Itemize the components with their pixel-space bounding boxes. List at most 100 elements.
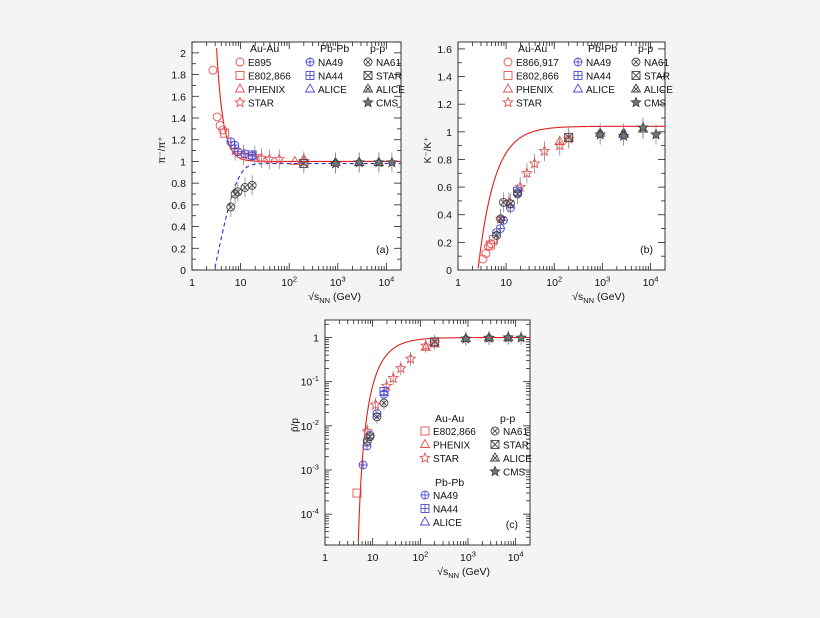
y-axis-title: K⁻/K⁺ — [423, 137, 434, 164]
legend-label: STAR — [503, 441, 529, 452]
legend-marker — [490, 440, 500, 449]
data-point-star — [255, 151, 268, 164]
data-point-squarex — [564, 132, 574, 142]
data-point-star — [380, 379, 393, 391]
data-point-squareplus — [379, 387, 389, 396]
legend-marker — [503, 57, 513, 67]
legend-label: ALICE — [586, 85, 615, 96]
y-tick-label: 1.4 — [171, 113, 186, 125]
legend-label: NA44 — [318, 72, 343, 83]
legend-label: NA61 — [644, 58, 669, 69]
data-point-circleplus — [358, 460, 368, 470]
legend-marker — [490, 426, 500, 436]
data-point-star — [394, 362, 407, 374]
legend-label: E802,866 — [516, 72, 559, 83]
data-point-starfilled — [329, 157, 342, 169]
legend-label: STAR — [516, 99, 542, 110]
y-tick-label: 1.4 — [437, 72, 452, 84]
y-tick-label: 0.8 — [171, 178, 186, 190]
legend-marker — [502, 83, 514, 93]
legend-label: NA49 — [433, 491, 458, 502]
x-tick-label: 1 — [322, 552, 328, 564]
legend-label: E866,917 — [516, 58, 559, 69]
legend-marker — [573, 71, 583, 80]
legend-marker — [305, 71, 315, 80]
legend-marker — [572, 83, 584, 93]
x-tick-label: 102 — [281, 274, 297, 289]
y-tick-label: 1.2 — [171, 135, 186, 147]
data-point-star — [237, 148, 250, 160]
data-point-squarex — [299, 159, 309, 169]
legend-label: NA44 — [586, 72, 611, 83]
chart-panel-a: 1 10 102 103 104 0 0.2 0.4 0.6 0.8 1 1.2 1.4 1.6 1.8 2 √… — [157, 41, 405, 305]
y-tick-label: 0 — [180, 265, 186, 277]
legend-header: Pb-Pb — [320, 43, 349, 55]
legend-header: Pb-Pb — [435, 477, 464, 489]
data-point-starfilled — [650, 128, 662, 140]
data-point-circlex — [247, 180, 257, 190]
legend-label: E895 — [248, 58, 272, 69]
data-point-circle — [218, 125, 228, 135]
data-point-starfilled — [594, 128, 607, 140]
data-point-circlex — [233, 187, 243, 197]
legend-header: p-p — [638, 43, 653, 55]
x-axis-title: √sNN (GeV) — [437, 566, 490, 580]
data-point-circle — [215, 121, 225, 131]
legend-label: ALICE — [644, 85, 673, 96]
legend-label: ALICE — [503, 454, 532, 465]
data-point-circlex — [365, 432, 375, 442]
legend-marker — [420, 504, 430, 513]
legend-marker — [235, 71, 245, 80]
legend-marker — [489, 465, 501, 477]
data-point-squarex — [430, 337, 440, 347]
legend-label: PHENIX — [516, 85, 554, 96]
fit-curve — [357, 337, 530, 542]
data-point-circlex — [379, 398, 389, 408]
legend-marker — [234, 83, 246, 93]
legend-label: E802,866 — [248, 72, 291, 83]
y-tick-label: 0.6 — [437, 182, 452, 194]
legend-marker — [631, 57, 641, 67]
y-tick-label: 10-1 — [301, 374, 319, 389]
data-point-starfilled — [617, 129, 630, 141]
y-tick-label: 1.8 — [171, 70, 186, 82]
y-tick-label: 0.8 — [437, 154, 452, 166]
data-point-star — [521, 167, 533, 179]
legend-marker — [419, 516, 431, 526]
panel-label: (b) — [640, 244, 653, 256]
y-tick-label: 0.2 — [171, 243, 186, 255]
x-tick-label: 103 — [460, 549, 476, 564]
data-point-circlex — [492, 231, 501, 240]
x-tick-label: 103 — [330, 274, 346, 289]
x-tick-label: 104 — [643, 274, 659, 289]
data-point-circlex — [226, 202, 236, 212]
y-tick-label: 10-3 — [301, 462, 319, 477]
data-point-star — [229, 144, 241, 156]
data-point-starfilled — [502, 331, 515, 343]
x-tick-label: 10 — [235, 277, 247, 289]
x-tick-label: 1 — [189, 277, 195, 289]
data-point-circlex — [496, 214, 506, 224]
y-tick-label: 0.4 — [171, 222, 186, 234]
data-point-circlex — [362, 436, 372, 446]
legend-marker — [630, 83, 642, 93]
data-point-circle — [478, 254, 488, 264]
legend-label: STAR — [248, 99, 274, 110]
legend-header: Au-Au — [435, 413, 464, 425]
x-axis-title: √sNN (GeV) — [572, 291, 625, 305]
data-point-starfilled — [515, 331, 527, 343]
legend-label: NA49 — [586, 58, 611, 69]
data-point-star — [248, 149, 261, 161]
data-point-triangle — [554, 135, 566, 145]
y-tick-label: 1.6 — [437, 44, 452, 56]
legend-header: Au-Au — [250, 43, 279, 55]
y-axis-title: p̄/p — [290, 418, 301, 432]
y-tick-label: 1 — [180, 156, 186, 168]
data-point-circlex — [372, 412, 382, 422]
data-point-starfilled — [459, 332, 472, 344]
legend-label: E802,866 — [433, 427, 476, 438]
data-point-star — [273, 153, 286, 165]
fit-curve-au-au — [216, 48, 401, 162]
data-point-star — [528, 157, 541, 169]
y-tick-label: 1 — [446, 127, 452, 139]
